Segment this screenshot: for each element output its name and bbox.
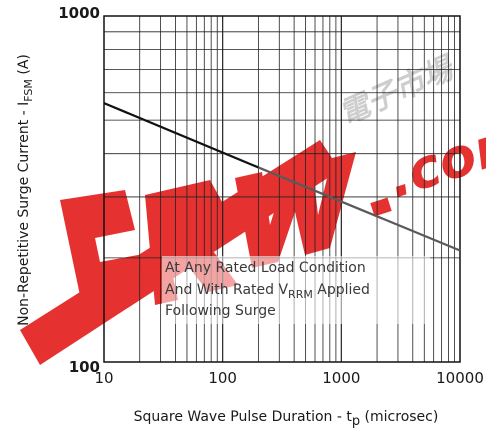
annotation-line-2: And With Rated VRRM Applied [165,282,370,301]
watermark-dot [370,197,392,217]
x-tick-label: 1000 [322,369,360,387]
annotation-line-2-sub: RRM [288,288,313,301]
y-tick-label: 1000 [58,4,100,22]
y-axis-label-tail: (A) [16,54,32,79]
y-axis-label-sub: FSM [22,79,35,102]
annotation-box [162,256,430,324]
annotation-line-2-main: And With Rated V [165,282,288,298]
annotation-line-2-tail: Applied [313,282,370,298]
y-axis-label: Non-Repetitive Surge Current - IFSM (A) [16,54,35,326]
annotation-line-3: Following Surge [165,303,276,319]
x-tick-label: 100 [208,369,237,387]
x-axis-label-main: Square Wave Pulse Duration - t [134,409,353,425]
x-tick-label: 10 [94,369,113,387]
series-line-1 [257,166,461,252]
x-axis-label-sub: p [352,414,360,429]
x-tick-label: 10000 [436,369,484,387]
y-axis-label-main: Non-Repetitive Surge Current - I [16,102,32,326]
annotation-line-1: At Any Rated Load Condition [165,260,366,276]
watermark-text: .com [380,105,486,210]
series-group [103,102,461,252]
plot-frame [103,15,461,363]
watermark-letter-w [235,152,356,268]
watermark-letter-e [60,190,146,305]
y-tick-label: 100 [69,358,100,376]
x-axis-label-tail: (microsec) [360,409,438,425]
x-axis-label: Square Wave Pulse Duration - tp (microse… [134,409,439,429]
series-line-0 [103,102,259,169]
